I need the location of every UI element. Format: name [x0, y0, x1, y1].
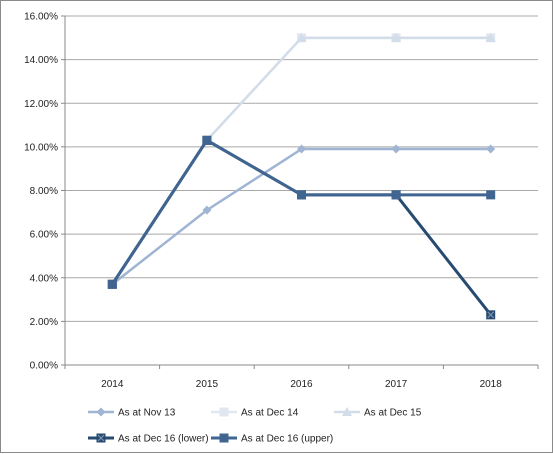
legend-item-5: As at Dec 16 (upper) — [211, 433, 333, 445]
legend-label: As at Dec 15 — [364, 408, 422, 419]
legend-swatch-marker — [96, 433, 106, 443]
data-point — [486, 190, 496, 200]
y-tick-label: 16.00% — [24, 12, 58, 23]
y-tick-label: 4.00% — [30, 273, 58, 284]
y-tick-label: 14.00% — [24, 55, 58, 66]
y-tick-label: 10.00% — [24, 142, 58, 153]
series-3 — [107, 32, 496, 289]
legend-item-3: As at Dec 15 — [334, 407, 422, 419]
data-point — [296, 32, 307, 42]
x-tick-label: 2015 — [196, 379, 219, 390]
marker-cross — [97, 434, 105, 442]
x-tick-label: 2014 — [101, 379, 124, 390]
y-tick-label: 6.00% — [30, 230, 58, 241]
y-tick-label: 8.00% — [30, 186, 58, 197]
axes: 0.00% 2.00% 4.00% 6.00% 8.00% 10.00% 12.00% 14.… — [24, 12, 539, 390]
legend-swatch-marker — [96, 407, 106, 417]
data-point — [391, 190, 401, 200]
y-tick-label: 12.00% — [24, 99, 58, 110]
legend-label: As at Dec 16 (lower) — [118, 434, 209, 445]
legend-item-4: As at Dec 16 (lower) — [88, 433, 209, 445]
legend-swatch-marker — [219, 407, 229, 417]
series-line — [111, 138, 491, 286]
legend-swatch-marker — [219, 433, 229, 443]
data-point — [202, 135, 212, 145]
data-point — [485, 32, 496, 42]
legend-item-1: As at Nov 13 — [88, 407, 176, 419]
legend-label: As at Dec 14 — [241, 408, 299, 419]
legend-swatch-marker — [342, 407, 352, 416]
x-tick-label: 2017 — [385, 379, 408, 390]
legend-item-2: As at Dec 14 — [211, 407, 299, 419]
x-tick-label: 2016 — [290, 379, 313, 390]
data-point — [297, 144, 306, 154]
data-point — [486, 310, 496, 320]
y-tick-label: 2.00% — [30, 317, 58, 328]
data-point — [391, 144, 401, 154]
legend-label: As at Nov 13 — [118, 408, 176, 419]
legend-label: As at Dec 16 (upper) — [241, 434, 333, 445]
legend: As at Nov 13 As at Dec 14 As at Dec 15 As a… — [88, 407, 422, 445]
marker-cross — [487, 311, 495, 319]
y-tick-label: 0.00% — [30, 361, 58, 372]
gridlines — [65, 15, 538, 322]
series-line — [111, 147, 491, 286]
data-point — [297, 190, 306, 200]
data-point — [391, 32, 402, 42]
series-lines — [107, 32, 496, 320]
series-line — [111, 138, 492, 316]
series-line — [111, 36, 491, 285]
x-tick-label: 2018 — [480, 379, 503, 390]
data-point — [486, 144, 496, 154]
series-2 — [107, 33, 496, 289]
series-5 — [107, 135, 496, 289]
series-4 — [107, 135, 496, 320]
data-point — [107, 279, 117, 289]
data-point — [202, 205, 212, 215]
series-line — [111, 36, 491, 285]
series-1 — [107, 144, 496, 289]
